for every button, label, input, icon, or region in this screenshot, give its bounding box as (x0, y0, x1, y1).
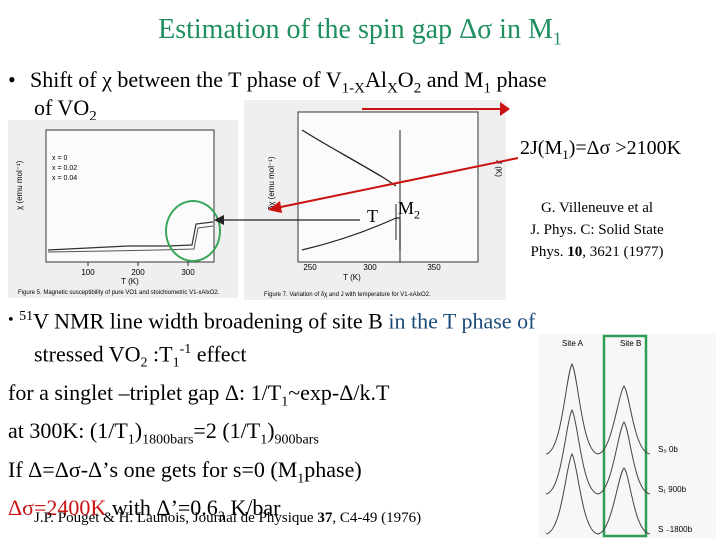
svg-text:x = 0.04: x = 0.04 (52, 175, 77, 182)
m2-phase-label: M2 (398, 198, 421, 222)
pointer-arrow (362, 102, 510, 116)
bullet2-line1: • 51V NMR line width broadening of site … (8, 308, 536, 334)
gap-result-line: Δσ=2400K with Δ’=0.63 K/bar (8, 495, 281, 525)
tick-x-250: 250 (303, 263, 317, 272)
spectrum-label-0b: S₀ 0b (658, 445, 678, 454)
bullet-chi-shift: • Shift of χ between the T phase of V1-X… (8, 66, 708, 126)
bullet2-line2: stressed VO2 :T1-1 effect (34, 341, 247, 372)
bullet-marker: • (8, 67, 16, 92)
bullet-text-line1: Shift of χ between the T phase of V1-XAl… (30, 67, 547, 97)
delta-chi-xlabel: T (K) (343, 273, 361, 282)
tick-x-300: 300 (363, 263, 377, 272)
site-a-label: Site A (562, 339, 584, 348)
spectrum-label-900b: S₁ 900b (658, 485, 687, 494)
site-b-label: Site B (620, 339, 641, 348)
relaxation-ratio-line: at 300K: (1/T1)1800bars=2 (1/T1)900bars (8, 418, 319, 448)
j-axis-label: J (K) (494, 160, 503, 177)
susceptibility-plot: χ (emu mol⁻¹) x = 0 x = 0.02 x = 0.04 10… (15, 129, 220, 296)
reference-pouget: J.P. Pouget & H. Launois, Journal de Phy… (34, 510, 422, 526)
bullet-nmr: • 51V NMR line width broadening of site … (8, 302, 720, 532)
susceptibility-ylabel: χ (emu mol⁻¹) (15, 160, 24, 210)
tick-x-100: 100 (81, 268, 95, 277)
spectrum-label-1800b: S ₋1800b (658, 525, 693, 534)
site-b-highlight (602, 334, 648, 538)
t-phase-label: T (367, 206, 378, 226)
singlet-triplet-line: for a singlet –triplet gap Δ: 1/T1~exp-Δ… (8, 380, 390, 410)
gap-estimate-label: 2J(M1)=Δσ >2100K (520, 137, 682, 162)
reference-villeneuve: G. Villeneuve et al J. Phys. C: Solid St… (530, 200, 664, 260)
svg-text:x = 0.02: x = 0.02 (52, 165, 77, 172)
phase-arrows (214, 204, 397, 240)
delta-chi-ylabel: δχ (emu mol⁻¹) (267, 156, 276, 210)
tick-x-350: 350 (427, 263, 441, 272)
delta-chi-caption: Figure 7. Variation of δχ and J with tem… (264, 292, 431, 298)
bullet-text-line2: of VO2 (34, 95, 97, 125)
susceptibility-legend: x = 0 x = 0.02 x = 0.04 (52, 155, 77, 182)
delta-chi-plot: δχ (emu mol⁻¹) J (K) 250 300 350 T (K) F… (264, 111, 503, 298)
susceptibility-xlabel: T (K) (121, 277, 139, 286)
susceptibility-caption: Figure 5. Magnetic susceptibility of pur… (18, 290, 220, 296)
gap-arrow (268, 157, 519, 213)
nmr-spectra-figure (538, 334, 716, 538)
gap-relation-line: If Δ=Δσ-Δ’s one gets for s=0 (M1phase) (8, 456, 362, 487)
tick-x-200: 200 (131, 268, 145, 277)
transition-highlight-circle (165, 200, 221, 262)
tick-x-300: 300 (181, 268, 195, 277)
svg-text:x = 0: x = 0 (52, 155, 67, 162)
page-title: Estimation of the spin gap Δσ in M1 (158, 14, 562, 49)
nmr-spectra-plot: Site A Site B S₀ 0b S₁ 900b S ₋1800b (545, 334, 693, 538)
